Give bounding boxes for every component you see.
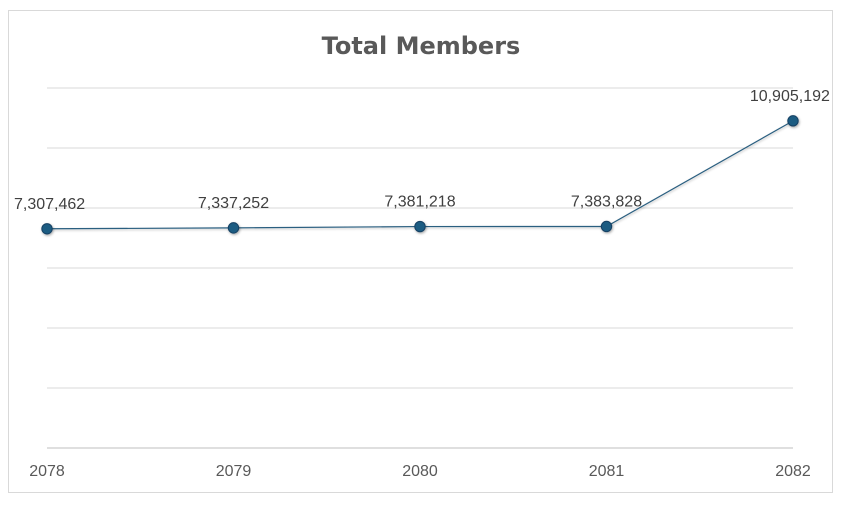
x-tick-label: 2079 (216, 463, 252, 480)
x-axis: 2078 2079 2080 2081 2082 (29, 447, 811, 480)
x-tick-label: 2080 (402, 463, 438, 480)
data-label: 7,307,462 (14, 196, 85, 213)
data-point (414, 220, 426, 233)
chart-title: Total Members (322, 32, 521, 60)
data-label: 7,381,218 (384, 194, 455, 211)
data-point (227, 222, 240, 234)
data-label: 7,383,828 (571, 193, 642, 210)
data-point (787, 115, 799, 127)
data-point (600, 220, 613, 233)
series (41, 115, 799, 235)
series-line (46, 120, 794, 230)
data-point (41, 223, 53, 235)
data-label: 10,905,192 (750, 88, 830, 105)
x-tick-label: 2082 (775, 463, 811, 480)
x-tick-label: 2081 (589, 463, 625, 480)
gridlines (47, 87, 793, 389)
data-label: 7,337,252 (198, 195, 269, 212)
x-tick-label: 2078 (29, 463, 65, 480)
data-labels: 7,307,462 7,337,252 7,381,218 7,383,828 10,9… (14, 88, 830, 213)
chart-frame (8, 10, 833, 493)
